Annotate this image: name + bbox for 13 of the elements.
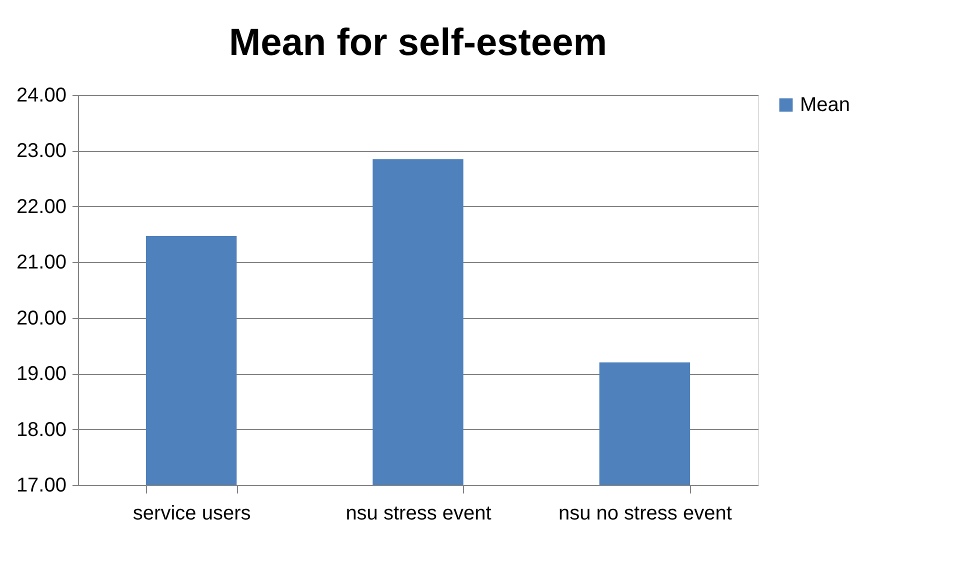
x-tick-label: nsu no stress event	[558, 502, 732, 524]
y-tick-label: 19.00	[16, 363, 66, 386]
y-tick-label: 24.00	[16, 84, 66, 106]
legend-label: Mean	[800, 94, 850, 116]
y-tick-label: 17.00	[16, 474, 66, 496]
y-tick-label: 20.00	[16, 307, 66, 330]
y-tick-label: 18.00	[16, 418, 66, 441]
chart-title: Mean for self-esteem	[228, 22, 608, 64]
y-tick-label: 21.00	[16, 252, 66, 274]
x-tick-label: nsu stress event	[346, 502, 492, 524]
x-tick-label: service users	[132, 502, 251, 524]
y-tick-label: 23.00	[16, 140, 66, 162]
y-tick-label: 22.00	[16, 196, 66, 218]
